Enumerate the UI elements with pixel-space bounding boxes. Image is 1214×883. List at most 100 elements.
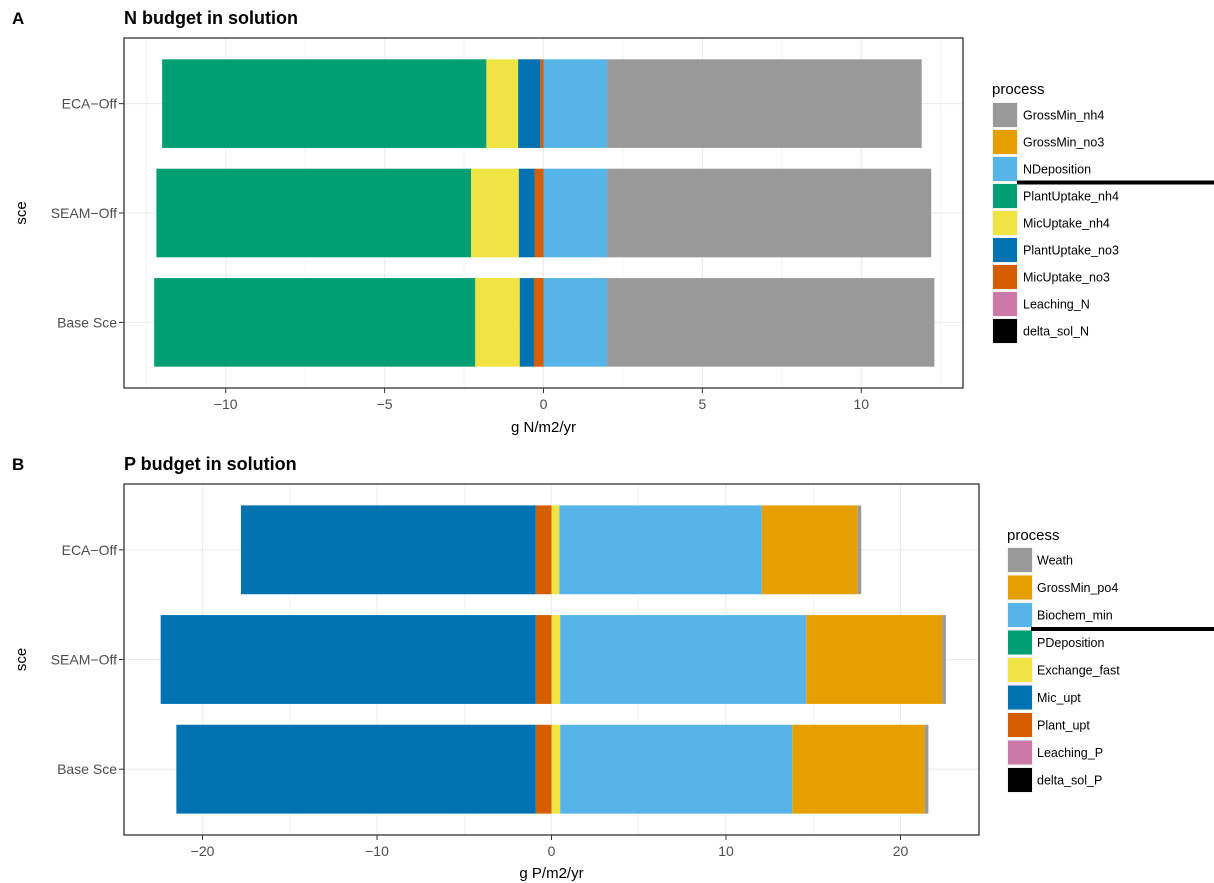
y-tick-label: Base Sce [57, 761, 117, 777]
x-axis-label: g P/m2/yr [519, 865, 583, 882]
legend-swatch-delta-sol-n [993, 319, 1017, 343]
legend-swatch-biochem-min [1008, 603, 1032, 627]
bar-segment-plantuptake-nh4 [156, 168, 472, 258]
legend-label: Leaching_P [1037, 746, 1103, 760]
bar-segment-exchange-fast [551, 724, 561, 814]
bar-segment-micuptake-no3 [534, 168, 544, 258]
bar-segment-grossmin-nh4 [607, 59, 922, 148]
legend-swatch-micuptake-nh4 [993, 211, 1017, 235]
bar-segment-mic-upt [160, 615, 536, 704]
chart-title: P budget in solution [124, 454, 297, 474]
bar-segment-micuptake-nh4 [471, 168, 519, 258]
bar-segment-weath [857, 505, 862, 595]
legend-swatch-grossmin-po4 [1008, 575, 1032, 600]
legend-swatch-delta-sol-p [1008, 768, 1032, 792]
y-axis: ECA−Off SEAM−Off Base Sce sce [13, 96, 124, 330]
legend-label: GrossMin_no3 [1023, 136, 1104, 150]
bar-segment-plant-upt [535, 724, 552, 814]
legend-label: delta_sol_N [1023, 325, 1089, 339]
bars [154, 59, 935, 367]
x-tick-label: −20 [191, 843, 215, 859]
y-tick-label: SEAM−Off [51, 205, 117, 221]
legend-label: Plant_upt [1037, 719, 1090, 733]
legend-label: PDeposition [1037, 636, 1104, 650]
legend-swatch-pdeposition [1008, 630, 1032, 655]
legend-swatch-mic-upt [1008, 685, 1032, 710]
bar-segment-plantuptake-no3 [519, 278, 534, 367]
x-axis: −20 −10 0 10 20 g P/m2/yr [191, 835, 909, 882]
panel-b: B P budget in solution −20 −10 0 10 20 g P/m2/y… [12, 454, 1214, 882]
chart-title: N budget in solution [124, 8, 298, 28]
legend-swatch-plantuptake-no3 [993, 238, 1017, 262]
bar-segment-grossmin-nh4 [607, 168, 932, 258]
panel-a: A N budget in solution −10 −5 0 5 10 g N/m2/yr E… [12, 8, 1214, 436]
legend-title: process [1007, 527, 1060, 544]
bar-segment-micuptake-nh4 [486, 59, 519, 148]
x-tick-label: 10 [854, 396, 870, 412]
bar-segment-mic-upt [240, 505, 536, 595]
bar-segment-micuptake-nh4 [475, 278, 520, 367]
legend-label: GrossMin_po4 [1037, 581, 1118, 595]
bar-segment-biochem-min [560, 615, 807, 704]
bar-segment-ndeposition [543, 278, 608, 367]
y-axis: ECA−Off SEAM−Off Base Sce sce [13, 542, 124, 777]
bar-segment-weath [924, 724, 929, 814]
legend-swatch-leaching-n [993, 292, 1017, 316]
y-tick-label: ECA−Off [62, 542, 117, 558]
legend-swatch-micuptake-no3 [993, 265, 1017, 289]
bar-segment-biochem-min [560, 724, 793, 814]
y-axis-label: sce [13, 201, 30, 224]
x-tick-label: −10 [214, 396, 238, 412]
panel-tag: A [12, 9, 24, 28]
bar-segment-micuptake-no3 [533, 278, 544, 367]
legend-swatch-plantuptake-nh4 [993, 184, 1017, 208]
x-tick-label: −10 [365, 843, 389, 859]
bar-segment-biochem-min [559, 505, 762, 595]
x-tick-label: −5 [377, 396, 393, 412]
y-tick-label: Base Sce [57, 314, 117, 330]
bar-segment-micuptake-no3 [540, 59, 544, 148]
bar-segment-grossmin-po4 [806, 615, 943, 704]
legend-label: Mic_upt [1037, 691, 1081, 705]
bar-segment-ndeposition [543, 59, 608, 148]
legend-swatch-plant-upt [1008, 713, 1032, 737]
x-tick-label: 20 [893, 843, 909, 859]
x-axis-label: g N/m2/yr [511, 419, 576, 436]
legend: process Weath GrossMin_po4 Biochem_min PDepo… [1007, 527, 1214, 793]
bar-segment-grossmin-nh4 [607, 278, 935, 367]
bar-segment-plant-upt [535, 505, 552, 595]
legend-swatch-weath [1008, 548, 1032, 572]
bar-segment-exchange-fast [551, 615, 561, 704]
bar-segment-plantuptake-nh4 [154, 278, 476, 367]
y-tick-label: ECA−Off [62, 96, 117, 112]
legend-label: Exchange_fast [1037, 664, 1120, 678]
legend-swatch-ndeposition [993, 157, 1017, 181]
legend-label: delta_sol_P [1037, 774, 1102, 788]
legend: process GrossMin_nh4 GrossMin_no3 NDepositi… [992, 81, 1214, 344]
x-tick-label: 0 [548, 843, 556, 859]
bar-segment-exchange-fast [551, 505, 560, 595]
bar-segment-grossmin-po4 [792, 724, 925, 814]
y-axis-label: sce [13, 648, 30, 671]
legend-label: Biochem_min [1037, 609, 1113, 623]
y-tick-label: SEAM−Off [51, 652, 117, 668]
bar-segment-ndeposition [543, 168, 608, 258]
legend-label: PlantUptake_nh4 [1023, 190, 1119, 204]
bars [160, 505, 946, 814]
x-tick-label: 5 [699, 396, 707, 412]
bar-segment-plantuptake-no3 [518, 59, 541, 148]
bar-segment-plantuptake-no3 [518, 168, 535, 258]
legend-label: Weath [1037, 554, 1073, 568]
x-tick-label: 0 [540, 396, 548, 412]
legend-title: process [992, 81, 1045, 98]
x-tick-label: 10 [718, 843, 734, 859]
legend-swatch-leaching-p [1008, 740, 1032, 765]
legend-label: MicUptake_nh4 [1023, 217, 1110, 231]
legend-swatch-grossmin-nh4 [993, 103, 1017, 127]
panel-tag: B [12, 455, 24, 474]
legend-label: MicUptake_no3 [1023, 271, 1110, 285]
legend-label: PlantUptake_no3 [1023, 244, 1119, 258]
bar-segment-mic-upt [176, 724, 536, 814]
legend-label: GrossMin_nh4 [1023, 109, 1104, 123]
